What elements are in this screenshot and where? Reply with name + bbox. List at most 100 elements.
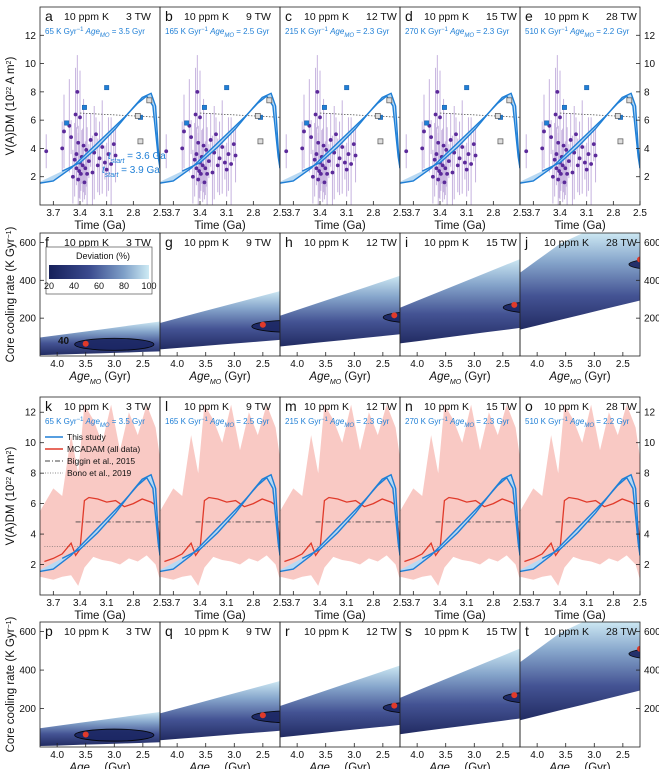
colorbar-title: Deviation (%) [76,251,130,261]
x-tick-label: 2.8 [246,208,260,219]
data-point [553,112,558,117]
composition-label: 10 ppm K [64,11,109,23]
data-point [72,157,77,162]
data-point [80,163,85,168]
x-tick-label: 3.0 [467,750,481,761]
best-fit-label: 215 K Gyr−1 AgeMO = 2.3 Gyr [285,417,390,429]
y-tick-label: 10 [25,59,37,70]
data-point [542,129,546,134]
y-tick-label: 400 [644,666,659,677]
data-point [313,112,318,117]
data-point [549,135,554,140]
mcadam-line [284,496,400,563]
data-point [102,160,107,165]
data-point [337,156,342,161]
panel-letter: o [525,398,533,414]
data-point [76,177,81,182]
best-fit-marker [259,321,266,328]
data-point [556,177,561,182]
data-point [429,135,434,140]
data-point [346,152,351,156]
composition-label: 10 ppm K [184,401,229,413]
data-point [318,115,322,120]
panel-letter: s [405,623,412,639]
panel-frame [519,396,641,596]
data-point [593,153,598,158]
data-point [561,143,566,148]
data-point [443,166,448,171]
data-point [325,171,330,176]
data-point [109,162,114,166]
best-fit-marker [391,702,398,709]
data-point [182,129,186,134]
blue-square-marker [321,104,327,110]
x-tick-label: 4.0 [170,750,184,761]
panel-letter: t [525,623,529,639]
data-point [438,171,443,176]
data-point [554,166,559,171]
data-point [335,163,340,168]
panel-frame [519,232,641,357]
model-line-tstart-3.9 [400,95,520,184]
reference-dotted-line [199,112,280,118]
data-point [204,147,209,152]
data-point [432,157,437,162]
data-point [445,171,450,176]
x-tick-label: 2.5 [136,359,150,370]
panel-letter: l [165,398,168,414]
data-point [422,129,426,134]
model-line-tstart-3.9 [520,476,640,573]
blue-square-marker [584,85,590,91]
grey-square-marker [497,138,504,145]
data-point [562,180,567,185]
x-tick-label: 4.0 [290,359,304,370]
x-tick-label: 3.4 [193,208,207,219]
blue-square-marker [561,104,567,110]
x-tick-label: 3.5 [559,750,573,761]
blue-square-marker [64,120,70,126]
data-point [318,171,323,176]
data-point [220,145,225,149]
x-tick-label: 3.5 [439,750,453,761]
data-point [315,89,320,94]
data-point [550,174,555,179]
model-line-tstart-3.9 [280,95,400,184]
grey-square-marker [134,113,141,119]
data-point [454,132,458,137]
tw-label: 3 TW [126,401,151,413]
best-fit-marker [511,692,518,699]
tw-label: 12 TW [366,401,397,413]
data-point [344,167,349,172]
x-tick-label: 4.0 [170,359,184,370]
panel-letter: p [45,623,53,639]
x-tick-label: 4.0 [410,359,424,370]
data-point [570,170,575,175]
x-tick-label: 3.7 [46,208,60,219]
legend-label: Biggin et al., 2015 [67,456,135,466]
deviation-heatmap [160,291,280,350]
data-point [552,157,557,162]
y-tick-label: 8 [644,469,650,480]
colorbar-tick-label: 40 [69,281,79,291]
data-point [189,135,194,140]
panel-letter: h [285,234,293,250]
reference-dotted-line [559,112,640,118]
tw-label: 12 TW [366,11,397,23]
deviation-heatmap [280,275,400,347]
composition-label: 10 ppm K [304,11,349,23]
x-tick-label: 2.8 [606,208,620,219]
data-point [558,115,562,120]
panel-letter: g [165,234,173,250]
best-fit-label: 165 K Gyr−1 AgeMO = 2.5 Gyr [165,417,270,429]
best-fit-label: 270 K Gyr−1 AgeMO = 2.3 Gyr [405,417,510,429]
model-line-tstart-3.9 [40,476,160,573]
data-point [351,142,356,147]
blue-square-marker [344,85,350,91]
x-tick-label: 3.1 [460,208,474,219]
x-tick-label: 2.8 [126,598,140,609]
data-point [202,180,207,185]
grey-square-marker [254,113,261,119]
y-tick-label: 400 [19,666,36,677]
data-point [437,169,442,173]
data-point [302,129,306,134]
